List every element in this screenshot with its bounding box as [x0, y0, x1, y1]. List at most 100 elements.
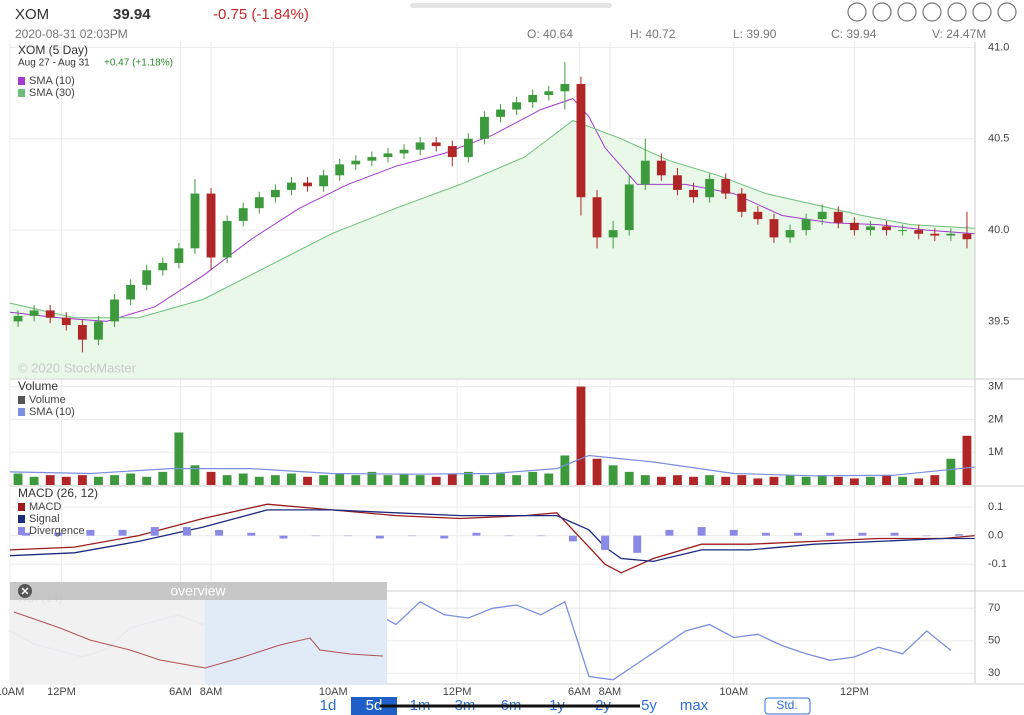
candle-body [206, 193, 216, 258]
compare-button[interactable] [972, 2, 992, 22]
divergence-bar [633, 535, 642, 553]
volume-bar [882, 475, 891, 485]
range-button[interactable]: 5d [366, 697, 383, 714]
candle-body [914, 230, 924, 234]
volume-bar [817, 475, 827, 485]
candle-body [287, 182, 296, 190]
watermark: © 2020 StockMaster [18, 360, 137, 375]
divergence-bar [311, 535, 320, 537]
candle-body [222, 220, 232, 258]
candle-body [270, 189, 280, 198]
legend-swatch [18, 527, 25, 535]
x-tick-label: 6AM [169, 686, 192, 698]
volume-bar [270, 475, 280, 485]
sma-line [9, 98, 976, 322]
volume-bar [801, 476, 811, 485]
candle-body [689, 189, 698, 198]
overview-line [13, 611, 384, 669]
volume-bar [319, 475, 329, 485]
candle-body [238, 208, 248, 221]
range-button[interactable]: max [680, 697, 709, 714]
legend-label: SMA (30) [29, 87, 75, 99]
volume-bar [496, 473, 505, 485]
volume-bar [367, 471, 377, 485]
x-tick-label: 8AM [200, 686, 223, 698]
settings-button[interactable] [997, 2, 1017, 22]
overview-window[interactable] [205, 600, 387, 685]
volume-bar [463, 471, 473, 485]
annotation: +0.47 (+1.18%) [104, 58, 173, 69]
volume-bar [383, 475, 393, 485]
divergence-bar [504, 535, 513, 537]
photo-button[interactable] [897, 2, 917, 22]
y-tick-label: 39.5 [988, 315, 1009, 327]
indicator-button[interactable] [947, 2, 967, 22]
sma-area [10, 120, 975, 378]
volume: V: 24.47M [932, 27, 986, 41]
divergence-bar [697, 527, 706, 536]
legend-swatch [18, 396, 25, 404]
volume-bar [576, 386, 586, 485]
volume-bar [849, 478, 859, 485]
candle-body [415, 142, 425, 150]
divergence-bar [54, 532, 63, 536]
candle-body [110, 299, 119, 322]
candle-body [254, 197, 264, 209]
timestamp: 2020-08-31 02:03PM [15, 27, 128, 41]
divergence-bar [279, 535, 288, 539]
candle-body [946, 233, 956, 236]
candle-body [544, 91, 554, 95]
y-tick-label: 2M [988, 413, 1003, 425]
candle-body [528, 94, 538, 103]
volume-bar [914, 478, 924, 485]
candle-body [801, 219, 811, 231]
fullscreen-button[interactable] [922, 2, 942, 22]
x-tick-label: 6AM [568, 686, 591, 698]
candle-body [656, 160, 666, 176]
y-tick-label: -0.1 [988, 558, 1007, 570]
divergence-bar [118, 529, 127, 536]
legend-swatch [18, 77, 25, 85]
volume-bar [287, 473, 296, 485]
overview-panel: overview [10, 582, 387, 685]
candle-body [447, 146, 457, 158]
candle-body [866, 226, 875, 231]
candle-body [753, 211, 763, 220]
y-tick-label: 41.0 [988, 41, 1009, 53]
divergence-bar [826, 532, 835, 536]
volume-bar [898, 476, 908, 485]
volume-bar [930, 475, 940, 485]
divergence-bar [665, 529, 674, 536]
volume-bar [174, 432, 184, 485]
y-tick-label: 3M [988, 380, 1003, 392]
volume-bar [673, 475, 682, 485]
price: 39.94 [113, 6, 151, 23]
divergence-bar [568, 535, 577, 542]
volume-bar [254, 476, 264, 485]
volume-bar [431, 476, 441, 485]
high: H: 40.72 [630, 27, 676, 41]
legend-swatch [18, 503, 25, 511]
candle-body [705, 178, 715, 198]
divergence-bar [86, 529, 95, 536]
draw-button[interactable] [872, 2, 892, 22]
symbol: XOM [15, 6, 49, 23]
range-button[interactable]: 1d [320, 697, 337, 714]
range-button[interactable]: 5y [641, 697, 657, 714]
divergence-bar [215, 529, 224, 536]
open: O: 40.64 [527, 27, 573, 41]
play-button[interactable] [847, 2, 867, 22]
volume-bar [737, 475, 747, 485]
candle-body [624, 184, 634, 231]
candle-body [592, 197, 602, 238]
divergence-bar [182, 527, 191, 536]
candle-body [399, 149, 409, 154]
toolbar [847, 2, 1017, 22]
candle-body [673, 175, 682, 190]
volume-bar [415, 475, 425, 485]
volume-bar [946, 458, 956, 485]
style-button[interactable]: Std. [776, 698, 797, 712]
y-tick-label: 1M [988, 446, 1003, 458]
candle-body [174, 248, 184, 263]
divergence-bar [729, 529, 738, 536]
